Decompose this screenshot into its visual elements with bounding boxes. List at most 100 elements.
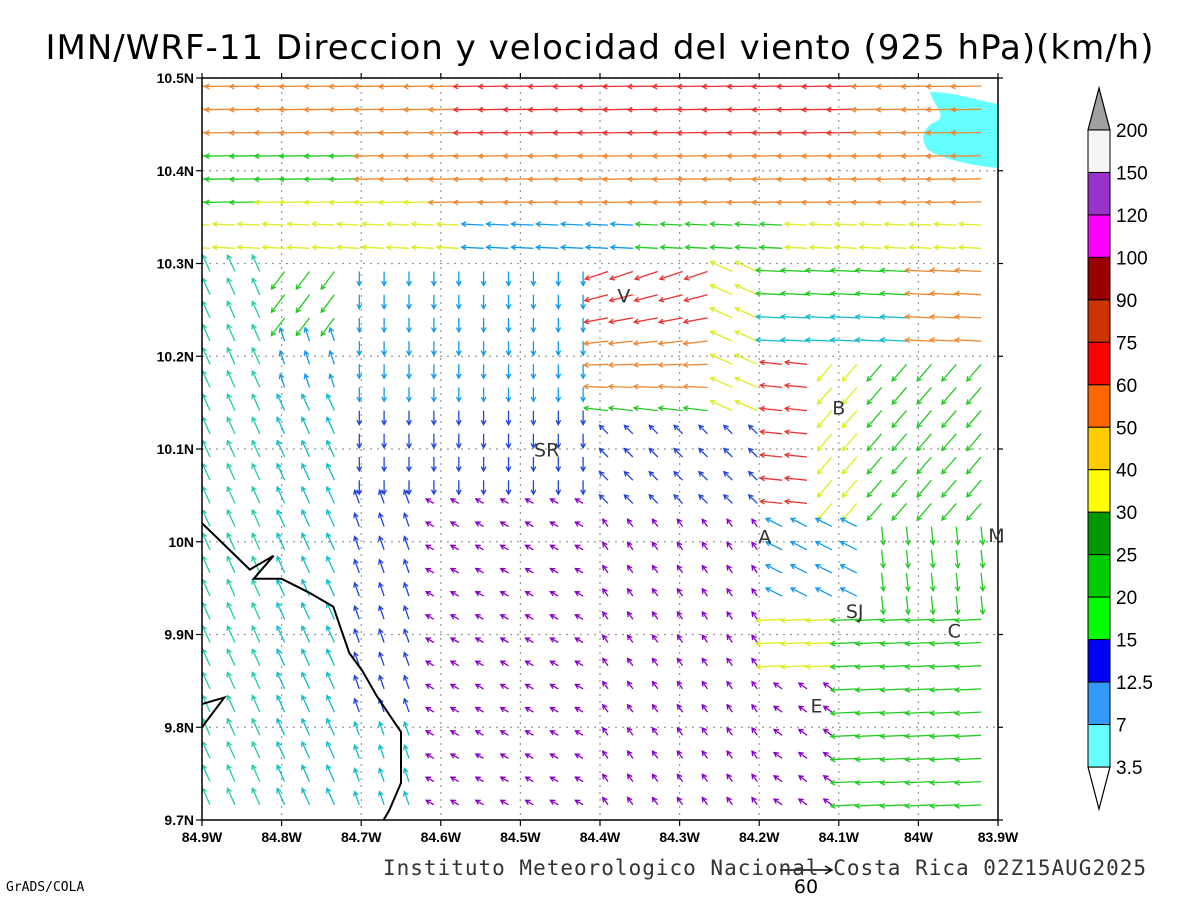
wind-vector: [449, 521, 460, 528]
wind-vector: [651, 541, 659, 551]
wind-vector: [928, 687, 957, 693]
wind-vector: [549, 660, 559, 667]
wind-vector: [879, 290, 907, 297]
wind-vector: [402, 512, 410, 527]
wind-vector: [480, 410, 487, 426]
wind-vector: [676, 773, 684, 782]
wind-vector: [406, 317, 412, 334]
wind-vector: [474, 753, 484, 759]
wind-vector: [424, 591, 435, 597]
wind-vector: [202, 300, 211, 319]
wind-vector: [698, 447, 708, 458]
wind-vector: [385, 221, 410, 228]
wind-vector: [648, 447, 659, 458]
wind-vector: [797, 798, 808, 806]
wind-vector: [474, 521, 484, 528]
wind-vector: [904, 779, 932, 786]
wind-vector: [580, 294, 587, 311]
wind-vector: [929, 549, 936, 570]
wind-vector: [455, 433, 462, 450]
wind-vector: [378, 558, 385, 574]
wind-vector: [683, 270, 708, 281]
wind-vector: [530, 271, 537, 287]
wind-vector: [880, 526, 886, 546]
wind-vector: [406, 410, 412, 426]
wind-vector: [251, 300, 261, 319]
x-tick-label: 84.6W: [421, 829, 462, 845]
wind-vector: [435, 221, 459, 228]
place-labels: V B SR A SJ C E M: [534, 285, 1005, 717]
legend-swatch: [1087, 681, 1111, 726]
wind-vector: [608, 270, 634, 281]
wind-vector: [879, 802, 907, 809]
wind-vector: [261, 221, 285, 228]
wind-vector: [353, 767, 360, 782]
wind-vector: [460, 244, 484, 251]
wind-vector: [904, 802, 932, 809]
wind-vector: [954, 572, 961, 593]
wind-vector: [916, 479, 932, 498]
wind-vector: [879, 267, 907, 274]
wind-vector: [505, 341, 512, 357]
wind-vector: [954, 526, 961, 546]
wind-vector: [929, 526, 936, 546]
wind-vector: [941, 502, 957, 522]
wind-vector: [709, 376, 733, 388]
wind-vector: [480, 271, 487, 287]
wind-vector: [549, 683, 559, 690]
wind-vector: [789, 587, 808, 597]
wind-vector: [676, 749, 684, 759]
wind-vector: [406, 480, 412, 496]
wind-vector: [764, 587, 783, 597]
wind-vector: [226, 323, 236, 342]
wind-vector: [866, 410, 883, 429]
wind-vector: [534, 221, 559, 228]
reference-vector-label: 60: [794, 876, 818, 898]
wind-vector: [276, 508, 286, 527]
wind-vector: [499, 637, 509, 644]
wind-vector: [530, 364, 537, 380]
wind-vector: [648, 424, 659, 435]
wind-vector: [854, 313, 882, 320]
wind-vector: [651, 703, 659, 713]
wind-vector: [682, 294, 708, 303]
wind-vector: [904, 710, 932, 717]
wind-vector: [583, 294, 609, 303]
wind-vector: [574, 799, 584, 806]
wind-vector: [602, 564, 609, 574]
wind-vector: [580, 433, 587, 450]
wind-vector: [430, 410, 437, 426]
wind-vector: [941, 410, 957, 429]
wind-vector: [311, 221, 335, 228]
wind-vector: [524, 683, 534, 690]
wind-vector: [424, 730, 435, 736]
wind-vector: [325, 532, 335, 551]
wind-vector: [626, 610, 634, 620]
wind-vector: [402, 628, 410, 643]
wind-vector: [226, 555, 236, 574]
wind-vector: [301, 694, 311, 713]
wind-vector: [251, 648, 261, 666]
wind-vector: [530, 410, 537, 426]
wind-vector: [953, 617, 982, 624]
wind-vector: [764, 564, 783, 574]
wind-vector: [772, 705, 783, 713]
wind-vector: [325, 416, 335, 435]
wind-vector: [325, 763, 335, 782]
wind-vector: [226, 300, 236, 319]
wind-vector: [928, 267, 957, 274]
wind-vector: [378, 651, 385, 666]
wind-vector: [789, 517, 808, 528]
wind-vector: [754, 267, 783, 274]
wind-vector: [226, 439, 236, 458]
wind-vector: [953, 687, 982, 693]
wind-vector: [659, 221, 683, 228]
wind-vector: [676, 587, 684, 597]
wind-vector: [626, 634, 634, 643]
wind-vector: [549, 498, 559, 504]
x-tick-label: 84.4W: [580, 829, 621, 845]
wind-vector: [701, 680, 709, 690]
wind-vector: [797, 728, 808, 736]
wind-vector: [751, 541, 758, 551]
wind-vector: [584, 221, 609, 228]
